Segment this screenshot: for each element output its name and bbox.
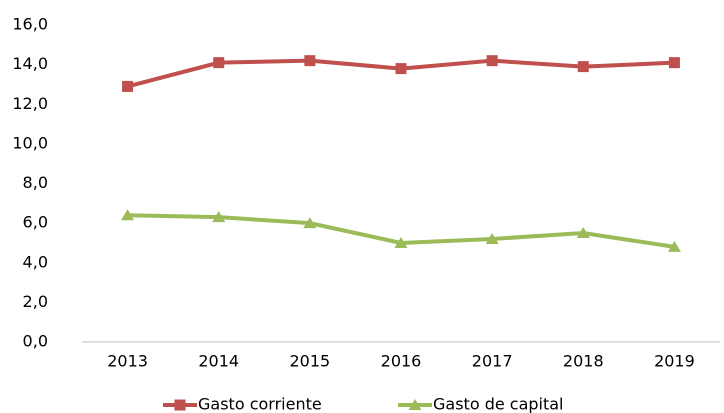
data-point	[394, 236, 408, 248]
y-tick-label: 8,0	[23, 173, 48, 192]
y-tick-label: 16,0	[12, 15, 48, 34]
data-point	[486, 55, 498, 67]
legend-marker	[174, 399, 186, 411]
data-point	[212, 211, 226, 223]
x-tick-label: 2018	[563, 352, 604, 371]
data-point	[122, 80, 134, 92]
legend-label: Gasto corriente	[198, 395, 322, 413]
x-tick-label: 2015	[289, 352, 330, 371]
y-tick-label: 4,0	[23, 252, 48, 271]
y-tick-label: 6,0	[23, 213, 48, 232]
y-tick-label: 2,0	[23, 292, 48, 311]
data-point	[577, 61, 589, 73]
data-point	[668, 57, 680, 69]
y-tick-label: 12,0	[12, 94, 48, 113]
data-point	[667, 240, 681, 252]
data-point	[576, 227, 590, 239]
x-tick-label: 2016	[381, 352, 422, 371]
data-point	[485, 232, 499, 244]
x-tick-label: 2014	[198, 352, 239, 371]
y-tick-label: 14,0	[12, 54, 48, 73]
data-point	[303, 217, 317, 229]
legend-label: Gasto de capital	[433, 395, 564, 413]
x-tick-label: 2017	[472, 352, 513, 371]
data-point	[304, 55, 316, 67]
x-tick-label: 2013	[107, 352, 148, 371]
y-tick-label: 0,0	[23, 332, 48, 351]
data-point	[213, 57, 225, 69]
data-point	[121, 209, 135, 221]
data-point	[395, 63, 407, 75]
y-tick-label: 10,0	[12, 133, 48, 152]
x-tick-label: 2019	[654, 352, 695, 371]
legend-marker	[408, 399, 422, 410]
